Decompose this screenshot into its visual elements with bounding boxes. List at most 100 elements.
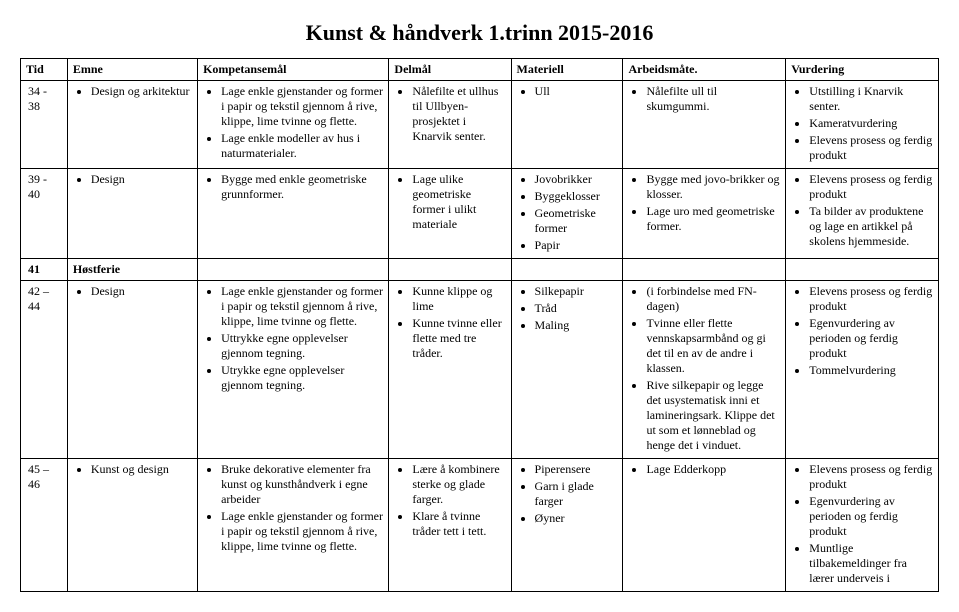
cell-mat: Ull [511, 81, 623, 169]
vur-item: Elevens prosess og ferdig produkt [809, 284, 933, 314]
table-header-row: Tid Emne Kompetansemål Delmål Materiell … [21, 59, 939, 81]
vur-item: Egenvurdering av perioden og ferdig prod… [809, 316, 933, 361]
cell-tid: 45 – 46 [21, 459, 68, 592]
komp-list: Lage enkle gjenstander og former i papir… [203, 284, 383, 393]
mat-item: Geometriske former [535, 206, 618, 236]
mat-item: Jovobrikker [535, 172, 618, 187]
cell-emne: Design og arkitektur [67, 81, 197, 169]
cell-vur: Elevens prosess og ferdig produktEgenvur… [786, 281, 939, 459]
komp-item: Bruke dekorative elementer fra kunst og … [221, 462, 383, 507]
komp-item: Lage enkle gjenstander og former i papir… [221, 84, 383, 129]
emne-list: Design [73, 284, 192, 299]
cell-komp: Bygge med enkle geometriske grunnformer. [198, 169, 389, 259]
arb-list: Nålefilte ull til skumgummi. [628, 84, 780, 114]
komp-list: Lage enkle gjenstander og former i papir… [203, 84, 383, 161]
cell-mat: Jovobrikker Byggeklosser Geometriske forme… [511, 169, 623, 259]
del-item: Kunne klippe og lime [412, 284, 505, 314]
komp-item: Lage enkle modeller av hus i naturmateri… [221, 131, 383, 161]
col-tid: Tid [21, 59, 68, 81]
cell-mat: Piperensere Garn i glade farger Øyner [511, 459, 623, 592]
cell-arb: Lage Edderkopp [623, 459, 786, 592]
vur-item: Utstilling i Knarvik senter. [809, 84, 933, 114]
table-row: 42 – 44 Design Lage enkle gjenstander og… [21, 281, 939, 459]
vur-item: Elevens prosess og ferdig produkt [809, 133, 933, 163]
table-row: 39 - 40 Design Bygge med enkle geometris… [21, 169, 939, 259]
col-materiell: Materiell [511, 59, 623, 81]
table-row: 45 – 46 Kunst og design Bruke dekorative… [21, 459, 939, 592]
del-item: Lage ulike geometriske former i ulikt ma… [412, 172, 505, 232]
komp-item: Lage enkle gjenstander og former i papir… [221, 284, 383, 329]
cell-empty [389, 259, 511, 281]
emne-item: Design [91, 172, 192, 187]
emne-list: Design og arkitektur [73, 84, 192, 99]
del-list: Nålefilte et ullhus til Ullbyen-prosjekt… [394, 84, 505, 144]
curriculum-table: Tid Emne Kompetansemål Delmål Materiell … [20, 58, 939, 592]
cell-mat: SilkepapirTrådMaling [511, 281, 623, 459]
cell-del: Nålefilte et ullhus til Ullbyen-prosjekt… [389, 81, 511, 169]
arb-item: Nålefilte ull til skumgummi. [646, 84, 780, 114]
vur-list: Elevens prosess og ferdig produktEgenvur… [791, 284, 933, 378]
cell-empty [623, 259, 786, 281]
arb-item: (i forbindelse med FN-dagen) [646, 284, 780, 314]
mat-item: Ull [535, 84, 618, 99]
komp-item: Lage enkle gjenstander og former i papir… [221, 509, 383, 554]
arb-item: Rive silkepapir og legge det usystematis… [646, 378, 780, 453]
komp-list: Bygge med enkle geometriske grunnformer. [203, 172, 383, 202]
cell-tid: 34 - 38 [21, 81, 68, 169]
cell-empty [198, 259, 389, 281]
komp-item: Uttrykke egne opplevelser gjennom tegnin… [221, 331, 383, 361]
del-list: Lære å kombinere sterke og glade farger.… [394, 462, 505, 539]
emne-item: Design og arkitektur [91, 84, 192, 99]
cell-hostferie: Høstferie [67, 259, 197, 281]
del-item: Klare å tvinne tråder tett i tett. [412, 509, 505, 539]
mat-list: Ull [517, 84, 618, 99]
vur-list: Elevens prosess og ferdig produktEgenvur… [791, 462, 933, 586]
cell-arb: (i forbindelse med FN-dagen)Tvinne eller… [623, 281, 786, 459]
cell-tid: 39 - 40 [21, 169, 68, 259]
del-list: Lage ulike geometriske former i ulikt ma… [394, 172, 505, 232]
cell-vur: Elevens prosess og ferdig produktTa bild… [786, 169, 939, 259]
cell-komp: Lage enkle gjenstander og former i papir… [198, 81, 389, 169]
del-item: Kunne tvinne eller flette med tre tråder… [412, 316, 505, 361]
cell-arb: Nålefilte ull til skumgummi. [623, 81, 786, 169]
table-row: 34 - 38 Design og arkitektur Lage enkle … [21, 81, 939, 169]
cell-emne: Design [67, 169, 197, 259]
cell-empty [786, 259, 939, 281]
cell-del: Lære å kombinere sterke og glade farger.… [389, 459, 511, 592]
vur-item: Elevens prosess og ferdig produkt [809, 172, 933, 202]
mat-item: Byggeklosser [535, 189, 618, 204]
cell-vur: Utstilling i Knarvik senter.Kameratvurde… [786, 81, 939, 169]
del-item: Nålefilte et ullhus til Ullbyen-prosjekt… [412, 84, 505, 144]
col-arbeidsmate: Arbeidsmåte. [623, 59, 786, 81]
col-emne: Emne [67, 59, 197, 81]
mat-list: SilkepapirTrådMaling [517, 284, 618, 333]
mat-item: Øyner [535, 511, 618, 526]
del-item: Lære å kombinere sterke og glade farger. [412, 462, 505, 507]
arb-item: Lage uro med geometriske former. [646, 204, 780, 234]
cell-komp: Bruke dekorative elementer fra kunst og … [198, 459, 389, 592]
arb-list: (i forbindelse med FN-dagen)Tvinne eller… [628, 284, 780, 453]
cell-del: Kunne klippe og limeKunne tvinne eller f… [389, 281, 511, 459]
cell-emne: Kunst og design [67, 459, 197, 592]
arb-item: Lage Edderkopp [646, 462, 780, 477]
cell-tid: 42 – 44 [21, 281, 68, 459]
mat-item: Garn i glade farger [535, 479, 618, 509]
emne-list: Design [73, 172, 192, 187]
cell-tid: 41 [21, 259, 68, 281]
del-list: Kunne klippe og limeKunne tvinne eller f… [394, 284, 505, 361]
cell-arb: Bygge med jovo-brikker og klosser.Lage u… [623, 169, 786, 259]
arb-list: Lage Edderkopp [628, 462, 780, 477]
col-vurdering: Vurdering [786, 59, 939, 81]
cell-komp: Lage enkle gjenstander og former i papir… [198, 281, 389, 459]
vur-item: Tommelvurdering [809, 363, 933, 378]
vur-item: Egenvurdering av perioden og ferdig prod… [809, 494, 933, 539]
cell-emne: Design [67, 281, 197, 459]
mat-item: Maling [535, 318, 618, 333]
mat-item: Piperensere [535, 462, 618, 477]
emne-item: Kunst og design [91, 462, 192, 477]
cell-vur: Elevens prosess og ferdig produktEgenvur… [786, 459, 939, 592]
page-title: Kunst & håndverk 1.trinn 2015-2016 [20, 20, 939, 46]
vur-list: Utstilling i Knarvik senter.Kameratvurde… [791, 84, 933, 163]
col-kompetansemal: Kompetansemål [198, 59, 389, 81]
mat-item: Papir [535, 238, 618, 253]
